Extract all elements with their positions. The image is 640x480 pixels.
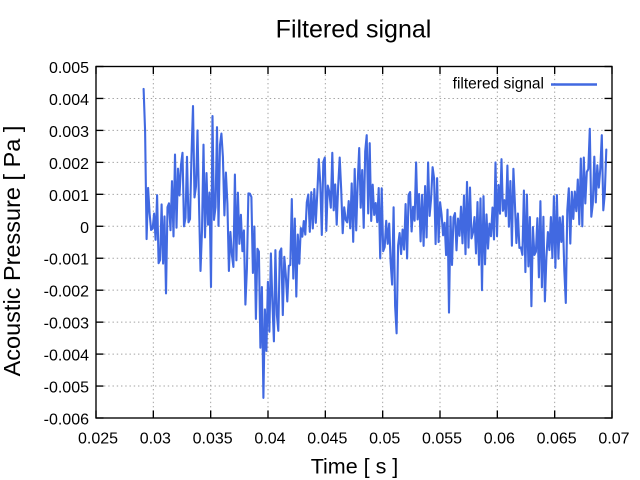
svg-text:0.005: 0.005 (49, 60, 89, 77)
svg-text:0.045: 0.045 (307, 431, 347, 448)
svg-text:-0.002: -0.002 (44, 284, 89, 301)
svg-text:0.002: 0.002 (49, 156, 89, 173)
svg-text:0.07: 0.07 (598, 431, 629, 448)
svg-text:0.03: 0.03 (140, 431, 171, 448)
svg-text:0.05: 0.05 (369, 431, 400, 448)
svg-text:0.06: 0.06 (484, 431, 515, 448)
svg-text:-0.003: -0.003 (44, 316, 89, 333)
svg-text:filtered signal: filtered signal (453, 76, 544, 93)
svg-text:0.004: 0.004 (49, 92, 89, 109)
svg-text:0.055: 0.055 (422, 431, 462, 448)
svg-text:0.065: 0.065 (537, 431, 577, 448)
svg-text:Acoustic Pressure [ Pa ]: Acoustic Pressure [ Pa ] (0, 126, 25, 377)
svg-text:Time [ s ]: Time [ s ] (311, 455, 399, 479)
svg-text:0.003: 0.003 (49, 124, 89, 141)
svg-text:0.04: 0.04 (254, 431, 285, 448)
svg-text:Filtered signal: Filtered signal (276, 16, 432, 44)
svg-text:-0.004: -0.004 (44, 348, 89, 365)
svg-text:0.001: 0.001 (49, 188, 89, 205)
svg-text:0.035: 0.035 (193, 431, 233, 448)
svg-text:-0.001: -0.001 (44, 252, 89, 269)
svg-text:0.025: 0.025 (78, 431, 118, 448)
svg-text:0: 0 (80, 220, 89, 237)
svg-text:-0.006: -0.006 (44, 412, 89, 429)
svg-text:-0.005: -0.005 (44, 380, 89, 397)
